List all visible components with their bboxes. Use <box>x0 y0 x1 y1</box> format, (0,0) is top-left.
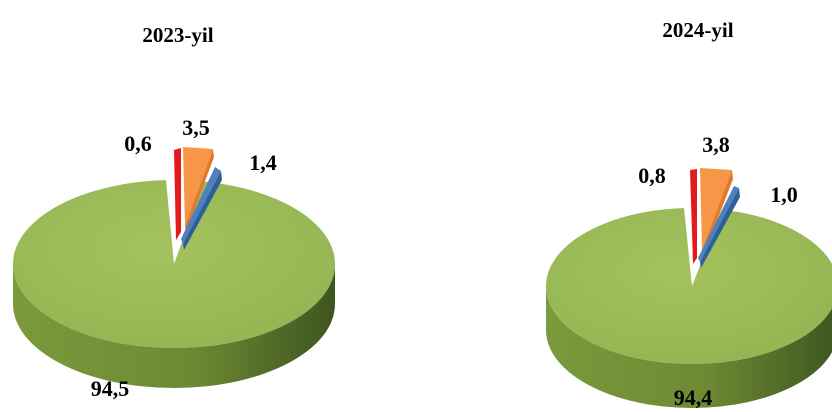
label-2024-0-8: 0,8 <box>638 163 666 188</box>
pie-2024-slice-0-8 <box>690 169 697 264</box>
label-2024-1-0: 1,0 <box>770 182 798 207</box>
label-2023-94-5: 94,5 <box>91 376 130 401</box>
label-2023-1-4: 1,4 <box>249 150 277 175</box>
pie-2023-slice-1-4-edge <box>183 171 222 250</box>
pie-2023-slice-94-5 <box>12 180 335 348</box>
pie-2023-slice-1-4 <box>181 167 221 244</box>
pie-chart-2024 <box>546 168 832 408</box>
chart-title-2023: 2023-yil <box>142 23 213 47</box>
pie-2023-slice-3-5 <box>183 147 213 226</box>
pie-2023-side-shade <box>13 264 335 388</box>
pie-2024-side-shade <box>546 286 832 408</box>
label-2024-94-4: 94,4 <box>674 385 713 410</box>
pie-2024-slice-94-4 <box>546 208 832 364</box>
pie-2024-slice-1-0 <box>698 186 739 262</box>
label-2023-0-6: 0,6 <box>124 131 152 156</box>
pie-2024-slice-1-0-edge <box>700 188 740 268</box>
pie-2023-slice-3-5-edge <box>185 149 214 232</box>
chart-title-2024: 2024-yil <box>662 18 733 42</box>
pie-2024-slice-3-8 <box>700 168 732 250</box>
pie-2023-slice-0-6 <box>174 148 181 240</box>
label-2023-3-5: 3,5 <box>182 115 210 140</box>
label-2024-3-8: 3,8 <box>702 132 730 157</box>
pie-chart-2023 <box>12 147 335 388</box>
